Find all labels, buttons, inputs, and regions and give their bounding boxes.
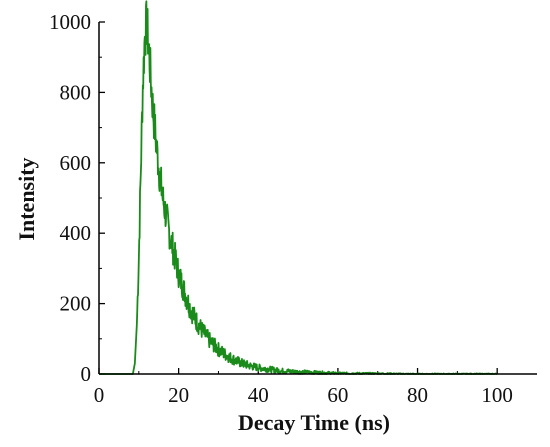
y-axis-title: Intensity xyxy=(14,157,39,240)
y-tick-label: 0 xyxy=(81,362,92,386)
decay-curve xyxy=(98,0,498,375)
x-tick-label: 0 xyxy=(94,383,105,407)
x-tick-label: 80 xyxy=(407,383,428,407)
x-tick-label: 20 xyxy=(168,383,189,407)
y-tick-label: 400 xyxy=(60,221,92,245)
y-tick-label: 800 xyxy=(60,80,92,104)
y-axis-title-group: Intensity xyxy=(14,157,39,240)
x-tick-label: 40 xyxy=(248,383,269,407)
x-tick-label: 100 xyxy=(481,383,513,407)
x-axis-title: Decay Time (ns) xyxy=(238,410,390,435)
y-tick-label: 200 xyxy=(60,292,92,316)
x-tick-label: 60 xyxy=(327,383,348,407)
y-tick-label: 1000 xyxy=(49,10,91,34)
y-tick-label: 600 xyxy=(60,151,92,175)
